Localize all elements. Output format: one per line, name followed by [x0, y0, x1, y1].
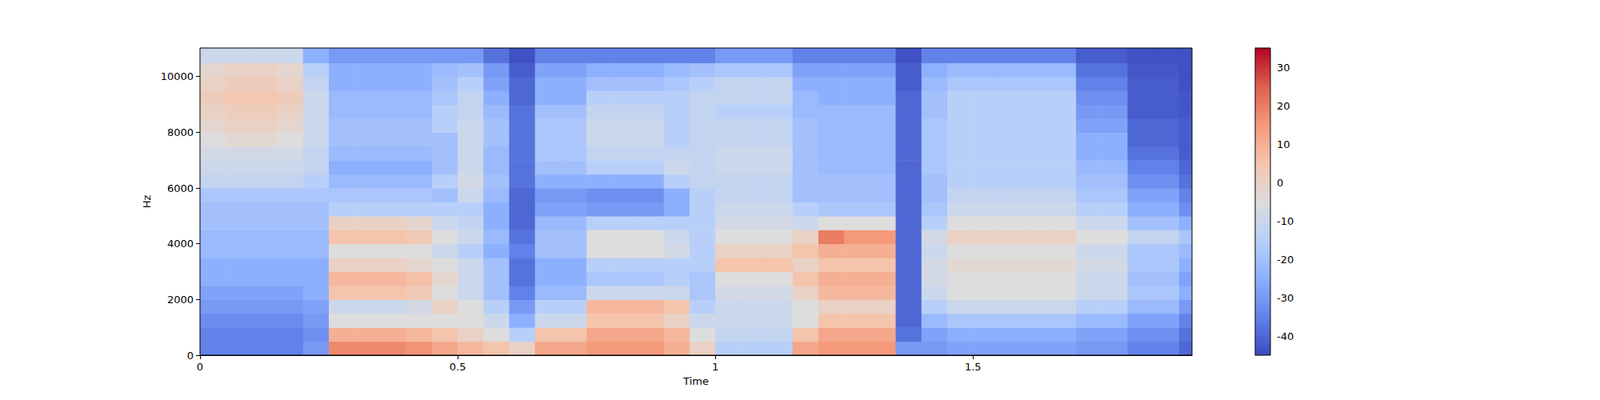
- svg-text:10: 10: [1276, 138, 1291, 151]
- svg-text:2000: 2000: [167, 293, 194, 306]
- svg-text:-40: -40: [1276, 330, 1294, 343]
- svg-text:30: 30: [1276, 61, 1291, 74]
- svg-text:6000: 6000: [167, 182, 194, 195]
- svg-text:0.5: 0.5: [449, 360, 467, 373]
- svg-text:Hz: Hz: [140, 195, 153, 209]
- svg-text:1.5: 1.5: [964, 360, 982, 373]
- svg-text:-20: -20: [1276, 253, 1294, 266]
- svg-text:8000: 8000: [167, 126, 194, 139]
- svg-text:-30: -30: [1276, 292, 1294, 304]
- svg-text:-10: -10: [1276, 215, 1294, 228]
- svg-text:20: 20: [1276, 100, 1291, 112]
- svg-text:0: 0: [196, 360, 204, 373]
- svg-text:4000: 4000: [167, 237, 194, 250]
- svg-text:1: 1: [712, 360, 719, 373]
- svg-text:Time: Time: [682, 375, 709, 388]
- svg-text:0: 0: [187, 349, 194, 362]
- svg-text:10000: 10000: [160, 70, 194, 83]
- svg-text:0: 0: [1276, 176, 1284, 189]
